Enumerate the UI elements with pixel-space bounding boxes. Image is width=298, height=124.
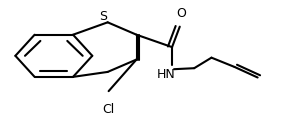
Text: Cl: Cl — [103, 103, 115, 116]
Text: O: O — [177, 7, 187, 20]
Text: HN: HN — [157, 68, 176, 81]
Text: S: S — [99, 10, 107, 23]
